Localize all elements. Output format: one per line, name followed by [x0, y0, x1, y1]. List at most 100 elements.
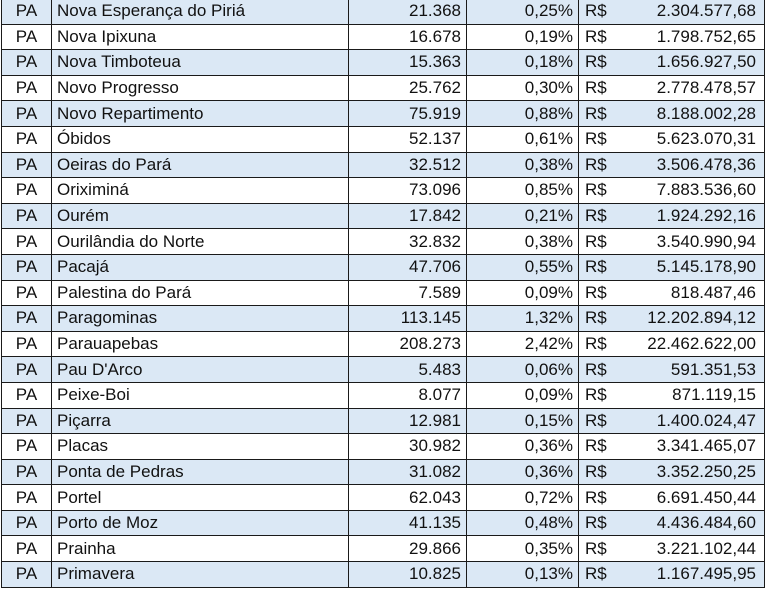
- population-cell: 7.589: [348, 279, 467, 307]
- currency-symbol-cell: R$: [578, 23, 621, 51]
- uf-cell: PA: [1, 177, 52, 204]
- currency-symbol-cell: R$: [578, 74, 621, 102]
- table-row: PA Palestina do Pará 7.589 0,09% R$ 818.487,4…: [1, 279, 765, 307]
- currency-symbol-cell: R$: [578, 330, 621, 358]
- currency-symbol-cell: R$: [578, 356, 621, 383]
- percentage-cell: 0,18%: [466, 49, 579, 76]
- percentage-cell: 0,72%: [466, 484, 579, 511]
- currency-symbol-cell: R$: [578, 177, 621, 204]
- currency-symbol-cell: R$: [578, 279, 621, 307]
- table-row: PA Pacajá 47.706 0,55% R$ 5.145.178,90: [1, 253, 765, 281]
- percentage-cell: 0,09%: [466, 279, 579, 307]
- currency-symbol-cell: R$: [578, 484, 621, 511]
- table-row: PA Peixe-Boi 8.077 0,09% R$ 871.119,15: [1, 381, 765, 409]
- percentage-cell: 0,25%: [466, 0, 579, 25]
- municipality-cell: Prainha: [51, 535, 349, 563]
- amount-cell: 2.304.577,68: [620, 0, 765, 25]
- percentage-cell: 0,30%: [466, 74, 579, 102]
- table-row: PA Nova Ipixuna 16.678 0,19% R$ 1.798.752,65: [1, 23, 765, 51]
- municipality-cell: Paragominas: [51, 305, 349, 332]
- percentage-cell: 1,32%: [466, 305, 579, 332]
- currency-symbol-cell: R$: [578, 100, 621, 127]
- percentage-cell: 0,21%: [466, 202, 579, 230]
- percentage-cell: 2,42%: [466, 330, 579, 358]
- percentage-cell: 0,35%: [466, 535, 579, 563]
- population-cell: 47.706: [348, 253, 467, 281]
- municipality-cell: Nova Timboteua: [51, 49, 349, 76]
- percentage-cell: 0,48%: [466, 509, 579, 537]
- population-cell: 10.825: [348, 561, 467, 588]
- currency-symbol-cell: R$: [578, 561, 621, 588]
- population-cell: 17.842: [348, 202, 467, 230]
- population-cell: 25.762: [348, 74, 467, 102]
- municipality-cell: Ponta de Pedras: [51, 458, 349, 486]
- table-row: PA Ourilândia do Norte 32.832 0,38% R$ 3.540.…: [1, 228, 765, 255]
- uf-cell: PA: [1, 458, 52, 486]
- currency-symbol-cell: R$: [578, 433, 621, 460]
- municipality-cell: Ourém: [51, 202, 349, 230]
- table-row: PA Nova Esperança do Piriá 21.368 0,25% R$ 2.…: [1, 0, 765, 25]
- table-row: PA Porto de Moz 41.135 0,48% R$ 4.436.484,60: [1, 509, 765, 537]
- table-row: PA Novo Repartimento 75.919 0,88% R$ 8.188.00…: [1, 100, 765, 127]
- percentage-cell: 0,06%: [466, 356, 579, 383]
- uf-cell: PA: [1, 49, 52, 76]
- municipality-cell: Novo Repartimento: [51, 100, 349, 127]
- population-cell: 12.981: [348, 407, 467, 435]
- amount-cell: 2.778.478,57: [620, 74, 765, 102]
- currency-symbol-cell: R$: [578, 202, 621, 230]
- currency-symbol-cell: R$: [578, 49, 621, 76]
- currency-symbol-cell: R$: [578, 228, 621, 255]
- population-cell: 113.145: [348, 305, 467, 332]
- currency-symbol-cell: R$: [578, 381, 621, 409]
- amount-cell: 1.924.292,16: [620, 202, 765, 230]
- amount-cell: 5.145.178,90: [620, 253, 765, 281]
- currency-symbol-cell: R$: [578, 407, 621, 435]
- percentage-cell: 0,13%: [466, 561, 579, 588]
- uf-cell: PA: [1, 407, 52, 435]
- population-cell: 208.273: [348, 330, 467, 358]
- uf-cell: PA: [1, 561, 52, 588]
- amount-cell: 3.352.250,25: [620, 458, 765, 486]
- municipality-cell: Oeiras do Pará: [51, 151, 349, 179]
- uf-cell: PA: [1, 100, 52, 127]
- currency-symbol-cell: R$: [578, 151, 621, 179]
- percentage-cell: 0,19%: [466, 23, 579, 51]
- table-row: PA Pau D'Arco 5.483 0,06% R$ 591.351,53: [1, 356, 765, 383]
- amount-cell: 3.221.102,44: [620, 535, 765, 563]
- uf-cell: PA: [1, 484, 52, 511]
- uf-cell: PA: [1, 535, 52, 563]
- population-cell: 32.512: [348, 151, 467, 179]
- uf-cell: PA: [1, 253, 52, 281]
- currency-symbol-cell: R$: [578, 253, 621, 281]
- municipality-cell: Palestina do Pará: [51, 279, 349, 307]
- percentage-cell: 0,88%: [466, 100, 579, 127]
- population-cell: 16.678: [348, 23, 467, 51]
- percentage-cell: 0,38%: [466, 228, 579, 255]
- population-cell: 29.866: [348, 535, 467, 563]
- table-row: PA Nova Timboteua 15.363 0,18% R$ 1.656.927,5…: [1, 49, 765, 76]
- amount-cell: 8.188.002,28: [620, 100, 765, 127]
- municipality-cell: Parauapebas: [51, 330, 349, 358]
- municipality-cell: Ourilândia do Norte: [51, 228, 349, 255]
- uf-cell: PA: [1, 381, 52, 409]
- municipality-cell: Pacajá: [51, 253, 349, 281]
- currency-symbol-cell: R$: [578, 535, 621, 563]
- currency-symbol-cell: R$: [578, 509, 621, 537]
- table-row: PA Piçarra 12.981 0,15% R$ 1.400.024,47: [1, 407, 765, 435]
- municipality-cell: Oriximiná: [51, 177, 349, 204]
- amount-cell: 871.119,15: [620, 381, 765, 409]
- municipality-cell: Óbidos: [51, 125, 349, 153]
- amount-cell: 6.691.450,44: [620, 484, 765, 511]
- percentage-cell: 0,15%: [466, 407, 579, 435]
- population-cell: 31.082: [348, 458, 467, 486]
- percentage-cell: 0,38%: [466, 151, 579, 179]
- municipality-cell: Piçarra: [51, 407, 349, 435]
- amount-cell: 591.351,53: [620, 356, 765, 383]
- population-cell: 5.483: [348, 356, 467, 383]
- percentage-cell: 0,85%: [466, 177, 579, 204]
- population-cell: 32.832: [348, 228, 467, 255]
- amount-cell: 7.883.536,60: [620, 177, 765, 204]
- currency-symbol-cell: R$: [578, 305, 621, 332]
- currency-symbol-cell: R$: [578, 0, 621, 25]
- uf-cell: PA: [1, 279, 52, 307]
